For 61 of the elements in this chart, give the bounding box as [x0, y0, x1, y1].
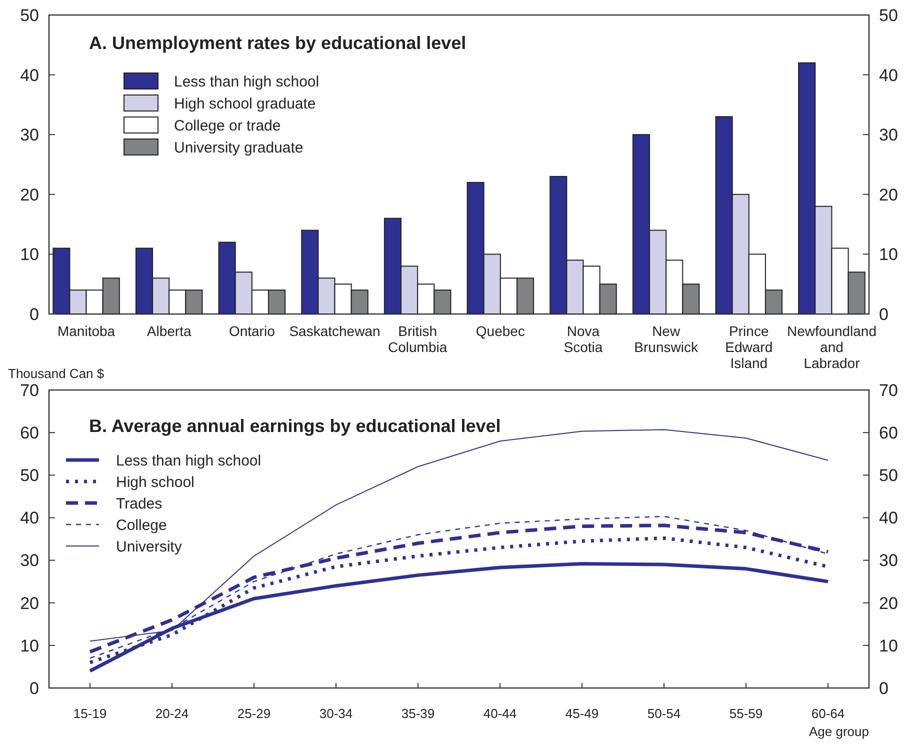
y-tick-label: 70 [20, 380, 39, 400]
x-tick-label: Quebec [476, 323, 525, 339]
y-tick-label: 60 [20, 424, 39, 443]
y2-tick-label: 20 [879, 185, 898, 204]
x-tick-label: 35-39 [401, 706, 435, 721]
y2-tick-label: 40 [879, 508, 898, 528]
legend-label: Trades [116, 495, 162, 512]
y2-tick-label: 60 [879, 424, 898, 443]
y-tick-label: 50 [20, 466, 39, 486]
x-tick-label: 20-24 [155, 706, 189, 721]
y-tick-label: 40 [20, 66, 39, 85]
x-tick-label: 50-54 [647, 706, 681, 721]
x-tick-label: 60-64 [811, 706, 845, 721]
y-tick-label: 0 [30, 678, 39, 698]
x-tick-label: Ontario [228, 323, 276, 339]
x-tick-label: 30-34 [319, 706, 353, 721]
x-tick-label: Newfoundland and Labrador [786, 323, 876, 371]
y2-tick-label: 30 [879, 551, 898, 570]
y-tick-label: 40 [20, 508, 39, 528]
legend-label: Less than high school [116, 452, 262, 470]
x-tick-label: Manitoba [57, 323, 116, 339]
y-tick-label: 20 [20, 594, 39, 613]
y-tick-label: 20 [20, 185, 39, 204]
x-axis-title: Age group [809, 724, 869, 739]
legend-label: University graduate [174, 139, 304, 156]
legend-label: College [116, 516, 167, 534]
x-tick-label: British Columbia [388, 323, 448, 355]
legend-label: University [116, 538, 182, 556]
legend-label: College or trade [174, 117, 281, 134]
y-tick-label: 0 [30, 304, 39, 324]
x-tick-label: Prince Edward Island [725, 323, 773, 371]
x-tick-label: 55-59 [729, 706, 763, 721]
x-tick-label: New Brunswick [634, 323, 699, 355]
x-tick-label: Nova Scotia [564, 323, 603, 355]
legend-label: High school [116, 474, 194, 491]
text: B. Average annual earnings by educational level [89, 416, 501, 436]
y-tick-label: 30 [20, 551, 39, 570]
y2-tick-label: 30 [879, 126, 898, 145]
y2-tick-label: 50 [879, 466, 898, 486]
y-tick-label: 10 [20, 636, 39, 656]
y2-tick-label: 50 [879, 6, 898, 25]
y2-tick-label: 0 [879, 304, 888, 324]
y-tick-label: 50 [20, 6, 39, 25]
x-tick-label: 40-44 [483, 706, 517, 721]
y-axis-title: Thousand Can $ [8, 366, 105, 381]
y2-tick-label: 10 [879, 245, 898, 264]
x-tick-label: Alberta [146, 323, 192, 339]
y-tick-label: 10 [20, 245, 39, 264]
legend-label: Less than high school [174, 73, 320, 90]
x-tick-label: 45-49 [565, 706, 599, 721]
y2-tick-label: 10 [879, 636, 898, 656]
y2-tick-label: 70 [879, 380, 898, 400]
x-tick-label: Saskatchewan [289, 323, 380, 339]
legend-label: High school graduate [174, 95, 316, 112]
y2-tick-label: 0 [879, 678, 888, 698]
y2-tick-label: 20 [879, 594, 898, 613]
x-tick-label: 15-19 [73, 706, 107, 721]
y2-tick-label: 40 [879, 66, 898, 85]
x-tick-label: 25-29 [237, 706, 271, 721]
text: A. Unemployment rates by educational level [89, 33, 466, 53]
y-tick-label: 30 [20, 126, 39, 145]
